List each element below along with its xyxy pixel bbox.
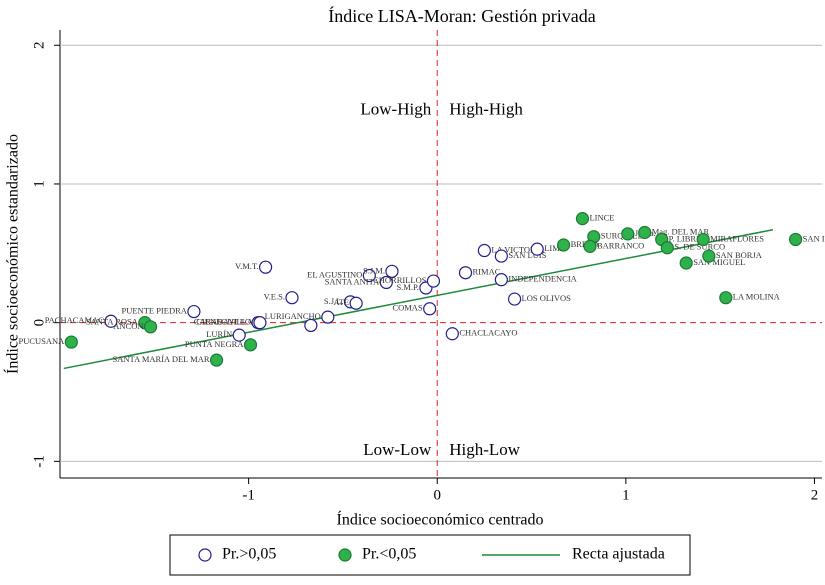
- point: [556, 238, 571, 252]
- fit-line: [63, 228, 774, 370]
- point-label: LIMA: [544, 243, 567, 253]
- point: [507, 292, 522, 306]
- quadrant-label: High-Low: [449, 440, 521, 459]
- point-label: SANTA MARÍA DEL MAR: [113, 354, 210, 364]
- x-axis-title: Índice socioeconómico centrado: [336, 510, 543, 529]
- point-label: SANTA ROSA: [86, 317, 139, 327]
- quadrant-label: Low-High: [360, 100, 431, 119]
- y-tick-label: 0: [31, 319, 47, 327]
- point: [458, 266, 473, 280]
- point: [209, 353, 224, 367]
- point-label: S.M.P.: [396, 282, 418, 292]
- point-label: LA MOLINA: [733, 292, 781, 302]
- point-label: LOS OLIVOS: [522, 293, 572, 303]
- point: [104, 314, 118, 328]
- point: [285, 291, 299, 305]
- chart-title: Índice LISA-Moran: Gestión privada: [328, 5, 595, 26]
- point: [660, 241, 674, 255]
- point-label: S. DE SURCO: [674, 242, 725, 252]
- point-label: BARRANCO: [597, 240, 644, 250]
- point-label: CHORRILLOS: [373, 275, 427, 285]
- point-label: LA VICTORIA: [491, 244, 545, 254]
- point: [477, 243, 491, 258]
- point: [362, 268, 376, 283]
- y-tick-label: -1: [31, 455, 47, 468]
- point-label: SAN BORJA: [716, 250, 763, 260]
- legend-label: Pr.>0,05: [222, 546, 276, 563]
- y-tick-label: 2: [31, 42, 47, 50]
- legend-label: Pr.<0,05: [362, 546, 416, 563]
- point-label: LINCE: [589, 213, 614, 223]
- point-label: LURÍN: [206, 329, 232, 339]
- y-tick-label: 1: [31, 180, 47, 188]
- point: [321, 310, 335, 324]
- point: [253, 316, 267, 330]
- point-label: CIENEGUILLA: [196, 317, 254, 327]
- point-label: LURIGANCHO: [265, 311, 321, 321]
- point: [243, 338, 258, 352]
- point: [621, 227, 635, 241]
- point-label: PUCUSANA: [18, 336, 65, 346]
- point-label: SAN LUIS: [508, 250, 546, 260]
- point: [423, 302, 437, 316]
- point-label: S.J.L.: [324, 296, 344, 306]
- point: [426, 274, 441, 288]
- point: [445, 327, 459, 341]
- point-label: INDEPENDENCIA: [508, 274, 577, 284]
- point: [187, 304, 201, 319]
- point: [143, 320, 158, 334]
- point-label: V.E.S.: [264, 292, 285, 302]
- point-label: ATE: [334, 297, 350, 307]
- point: [494, 249, 508, 263]
- point: [232, 328, 246, 342]
- point: [304, 318, 318, 333]
- point-label: PUENTE PIEDRA: [122, 306, 188, 316]
- point: [530, 242, 544, 256]
- point-label: P. LIBRE: [669, 233, 702, 243]
- point-label: CHACLACAYO: [459, 328, 517, 338]
- point: [788, 232, 803, 247]
- x-tick-label: 2: [811, 487, 819, 503]
- point-label: V.M.T.: [235, 261, 259, 271]
- point: [696, 232, 710, 247]
- x-tick-label: -1: [242, 487, 255, 503]
- legend-marker: [338, 548, 352, 562]
- point-label: Mag. DEL MAR: [652, 226, 710, 236]
- point-label: CARABAYLLO: [194, 317, 251, 327]
- y-axis-title: Índice socioeconómico estandarizado: [3, 134, 22, 374]
- point: [258, 260, 273, 274]
- point: [379, 275, 393, 290]
- point-label: SANTA ANITA: [325, 276, 380, 286]
- point-label: SAN ISIDRO: [803, 233, 825, 243]
- point-label: S.J.M.: [363, 265, 385, 275]
- point-label: RIMAC: [473, 267, 501, 277]
- legend-label: Recta ajustada: [572, 546, 665, 563]
- point-label: PACHACAMAC: [45, 315, 105, 325]
- point-label: PUNTA NEGRA: [185, 339, 244, 349]
- point-label: COMAS: [392, 303, 423, 313]
- point: [385, 264, 399, 278]
- legend: [169, 534, 691, 576]
- point-label: SAN MIGUEL: [693, 257, 745, 267]
- x-tick-label: 0: [433, 487, 441, 503]
- point: [679, 256, 693, 270]
- point-label: ANCON: [113, 321, 143, 331]
- quadrant-label: High-High: [449, 100, 523, 119]
- legend-marker: [198, 548, 212, 562]
- quadrant-label: Low-Low: [363, 440, 432, 459]
- point: [638, 225, 652, 240]
- point: [702, 249, 716, 263]
- x-tick-label: 1: [622, 487, 630, 503]
- point: [719, 291, 733, 305]
- point-label: EL AGUSTINO: [307, 269, 362, 279]
- point-label: MIRAFLORES: [710, 233, 764, 243]
- point: [583, 239, 597, 253]
- point: [64, 335, 78, 349]
- point: [575, 212, 590, 226]
- point: [494, 273, 508, 287]
- point: [349, 296, 363, 310]
